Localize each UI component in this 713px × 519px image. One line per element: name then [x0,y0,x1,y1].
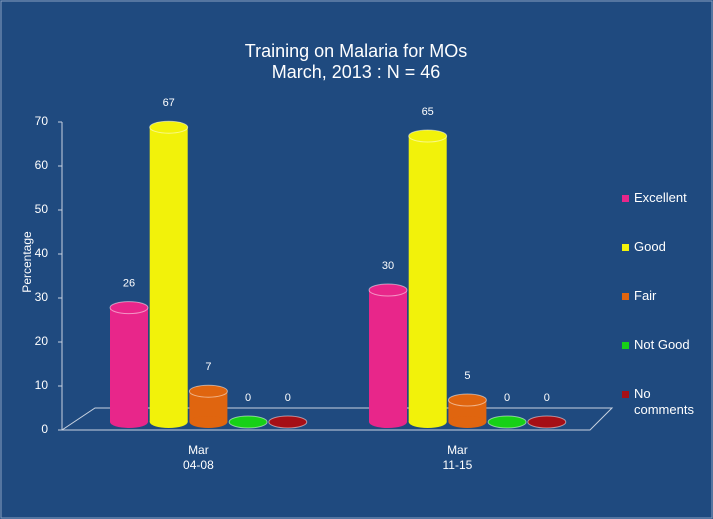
legend-label: Excellent [634,190,687,205]
bar-top [188,384,228,398]
bar-top [368,283,408,297]
value-label: 0 [544,392,550,404]
bar-top [447,393,487,407]
legend-swatch [622,342,629,349]
bar-top [527,415,567,429]
bar-bottom [149,416,188,428]
legend: Excellent Good Fair Not Good No comments [622,190,708,435]
bar-bottom [369,416,407,428]
value-label: 7 [205,361,211,373]
legend-label: Fair [634,288,657,303]
value-label: 65 [422,106,434,118]
bar-bottom [408,416,447,428]
bar-top [268,415,308,429]
bar-top [228,415,268,429]
chart-subtitle: March, 2013 : N = 46 [272,62,441,82]
value-label: 26 [123,278,135,290]
bar-top [487,415,527,429]
bar [369,290,407,422]
y-axis-label: Percentage [20,231,34,293]
legend-label: No comments [634,386,694,417]
y-tick-label: 0 [41,422,48,436]
y-tick-label: 30 [35,290,49,304]
value-label: 0 [285,392,291,404]
legend-swatch [622,244,629,251]
y-tick-label: 50 [35,202,49,216]
bar-bottom [448,416,487,428]
chart-title: Training on Malaria for MOs [245,41,467,61]
legend-swatch [622,391,629,398]
legend-label: Good [634,239,666,254]
x-tick-label: 04-08 [183,458,214,472]
bar [149,127,188,422]
legend-item: Fair [622,288,708,337]
value-label: 0 [245,392,251,404]
x-tick-label: Mar [188,443,209,457]
legend-item: Not Good [622,337,708,386]
legend-item: Good [622,239,708,288]
y-tick-label: 10 [35,378,49,392]
legend-swatch [622,293,629,300]
bar-top [408,129,448,143]
value-label: 5 [464,370,470,382]
bar-bottom [189,416,228,428]
bar-top [149,120,189,134]
legend-item: No comments [622,386,708,435]
value-label: 67 [163,97,175,109]
x-tick-label: Mar [447,443,468,457]
bar [408,136,447,422]
legend-swatch [622,195,629,202]
x-tick-label: 11-15 [442,458,472,472]
bar-top [109,301,149,315]
y-tick-label: 70 [35,114,49,128]
y-tick-label: 20 [35,334,49,348]
y-tick-label: 40 [35,246,49,260]
y-tick-label: 60 [35,158,49,172]
value-label: 0 [504,392,510,404]
legend-item: Excellent [622,190,708,239]
value-label: 30 [382,260,394,272]
bar [110,307,148,422]
bar-bottom [110,416,148,428]
legend-label: Not Good [634,337,690,352]
